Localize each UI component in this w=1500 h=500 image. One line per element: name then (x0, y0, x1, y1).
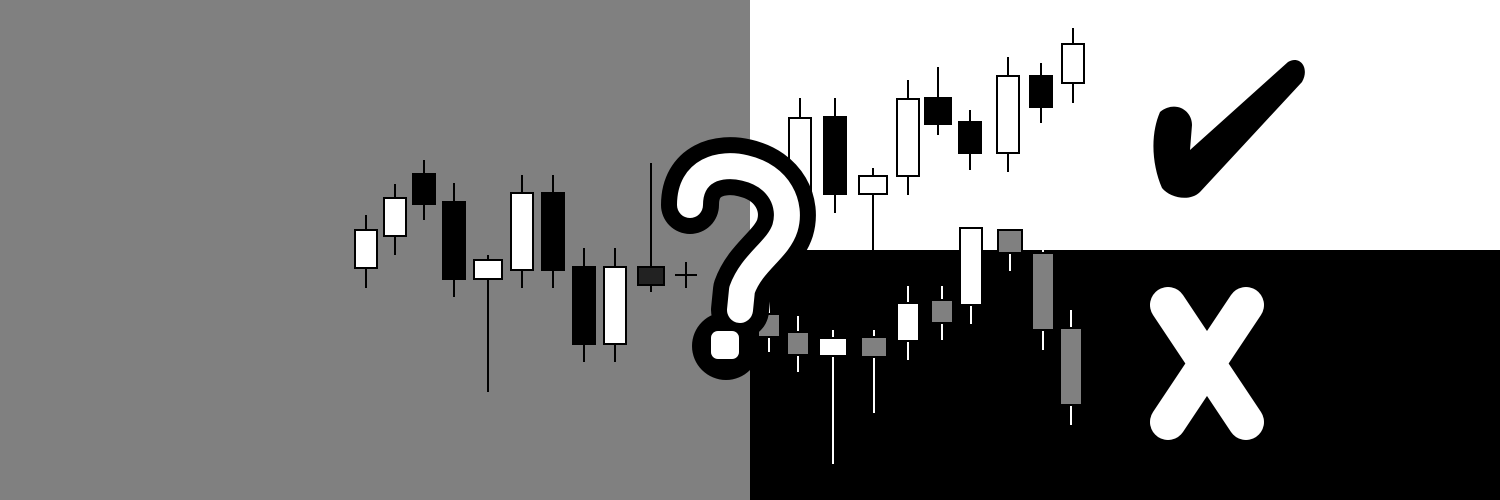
candlestick (1029, 63, 1053, 123)
candlestick (896, 286, 920, 360)
candlestick (637, 163, 665, 292)
candle-body (572, 266, 596, 345)
candlestick (858, 168, 888, 303)
candle-body (1061, 43, 1085, 84)
check-mark-icon (1153, 60, 1305, 198)
candle-body (603, 266, 627, 345)
candlestick (442, 183, 466, 297)
candlestick (786, 316, 810, 372)
candle-body (1029, 75, 1053, 108)
candle-body (896, 98, 920, 177)
candle-body (473, 259, 503, 280)
candlestick (924, 67, 952, 135)
candle-body (930, 299, 954, 324)
candle-body (786, 331, 810, 356)
wrong-candlestick-chart (757, 210, 1083, 464)
left-candlestick-chart (354, 160, 665, 392)
candlestick (860, 330, 888, 413)
candlestick (958, 110, 982, 170)
candle-body (823, 116, 847, 195)
candle-body (412, 173, 436, 205)
candle-body (958, 121, 982, 154)
candlestick (603, 248, 627, 362)
candlestick (959, 210, 983, 324)
right-panel-correct (750, 0, 1500, 250)
candle-body (442, 201, 466, 280)
crosshair-icon (675, 262, 697, 288)
candlestick (1031, 235, 1055, 350)
candle-body (383, 197, 407, 237)
candlestick (572, 248, 596, 362)
candlestick (818, 330, 848, 464)
candlestick (823, 98, 847, 213)
candle-body (1059, 327, 1083, 406)
candle-body (896, 302, 920, 342)
candlestick (996, 57, 1020, 172)
candle-body (959, 227, 983, 306)
candle-body (1031, 252, 1055, 331)
candle-body (510, 192, 534, 271)
candle-body (818, 337, 848, 357)
candle-body (860, 336, 888, 358)
candlestick (473, 255, 503, 392)
candle-body (354, 229, 378, 269)
candle-body (996, 75, 1020, 154)
candle-body (541, 192, 565, 271)
x-mark-icon (1150, 287, 1264, 440)
candlestick (1061, 28, 1085, 103)
candlestick (510, 175, 534, 288)
candle-body (637, 266, 665, 286)
question-mark-icon (661, 137, 816, 380)
candlestick (896, 80, 920, 195)
candlestick (1059, 310, 1083, 425)
candlestick (997, 216, 1023, 271)
candlestick (412, 160, 436, 220)
candle-body (858, 175, 888, 195)
candle-body (924, 97, 952, 125)
candlestick (354, 215, 378, 288)
candlestick (541, 175, 565, 288)
candle-body (997, 229, 1023, 254)
candlestick (383, 184, 407, 255)
candlestick (930, 286, 954, 340)
